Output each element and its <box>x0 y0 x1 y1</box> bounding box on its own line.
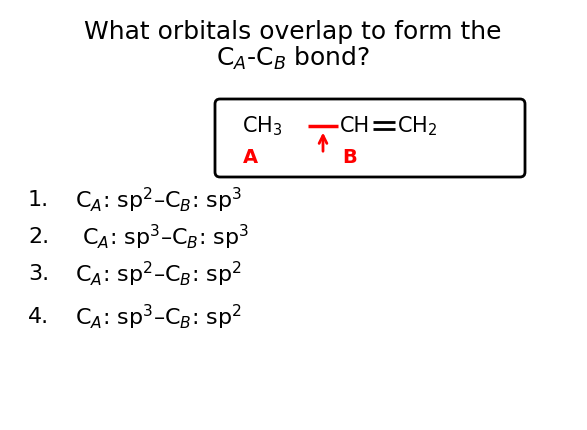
Text: CH$_3$: CH$_3$ <box>242 114 282 138</box>
FancyBboxPatch shape <box>215 99 525 177</box>
Text: A: A <box>242 147 258 166</box>
Text: 4.: 4. <box>28 307 49 327</box>
Text: CH: CH <box>340 116 370 136</box>
Text: C$_A$: sp$^3$–C$_B$: sp$^2$: C$_A$: sp$^3$–C$_B$: sp$^2$ <box>75 302 242 332</box>
Text: 2.: 2. <box>28 227 49 247</box>
Text: C$_A$-C$_B$ bond?: C$_A$-C$_B$ bond? <box>216 45 370 72</box>
Text: CH$_2$: CH$_2$ <box>397 114 437 138</box>
Text: What orbitals overlap to form the: What orbitals overlap to form the <box>85 20 502 44</box>
Text: 1.: 1. <box>28 190 49 210</box>
Text: C$_A$: sp$^2$–C$_B$: sp$^3$: C$_A$: sp$^2$–C$_B$: sp$^3$ <box>75 185 242 215</box>
Text: C$_A$: sp$^2$–C$_B$: sp$^2$: C$_A$: sp$^2$–C$_B$: sp$^2$ <box>75 259 242 289</box>
Text: 3.: 3. <box>28 264 49 284</box>
Text: B: B <box>343 147 357 166</box>
Text: C$_A$: sp$^3$–C$_B$: sp$^3$: C$_A$: sp$^3$–C$_B$: sp$^3$ <box>75 222 249 252</box>
